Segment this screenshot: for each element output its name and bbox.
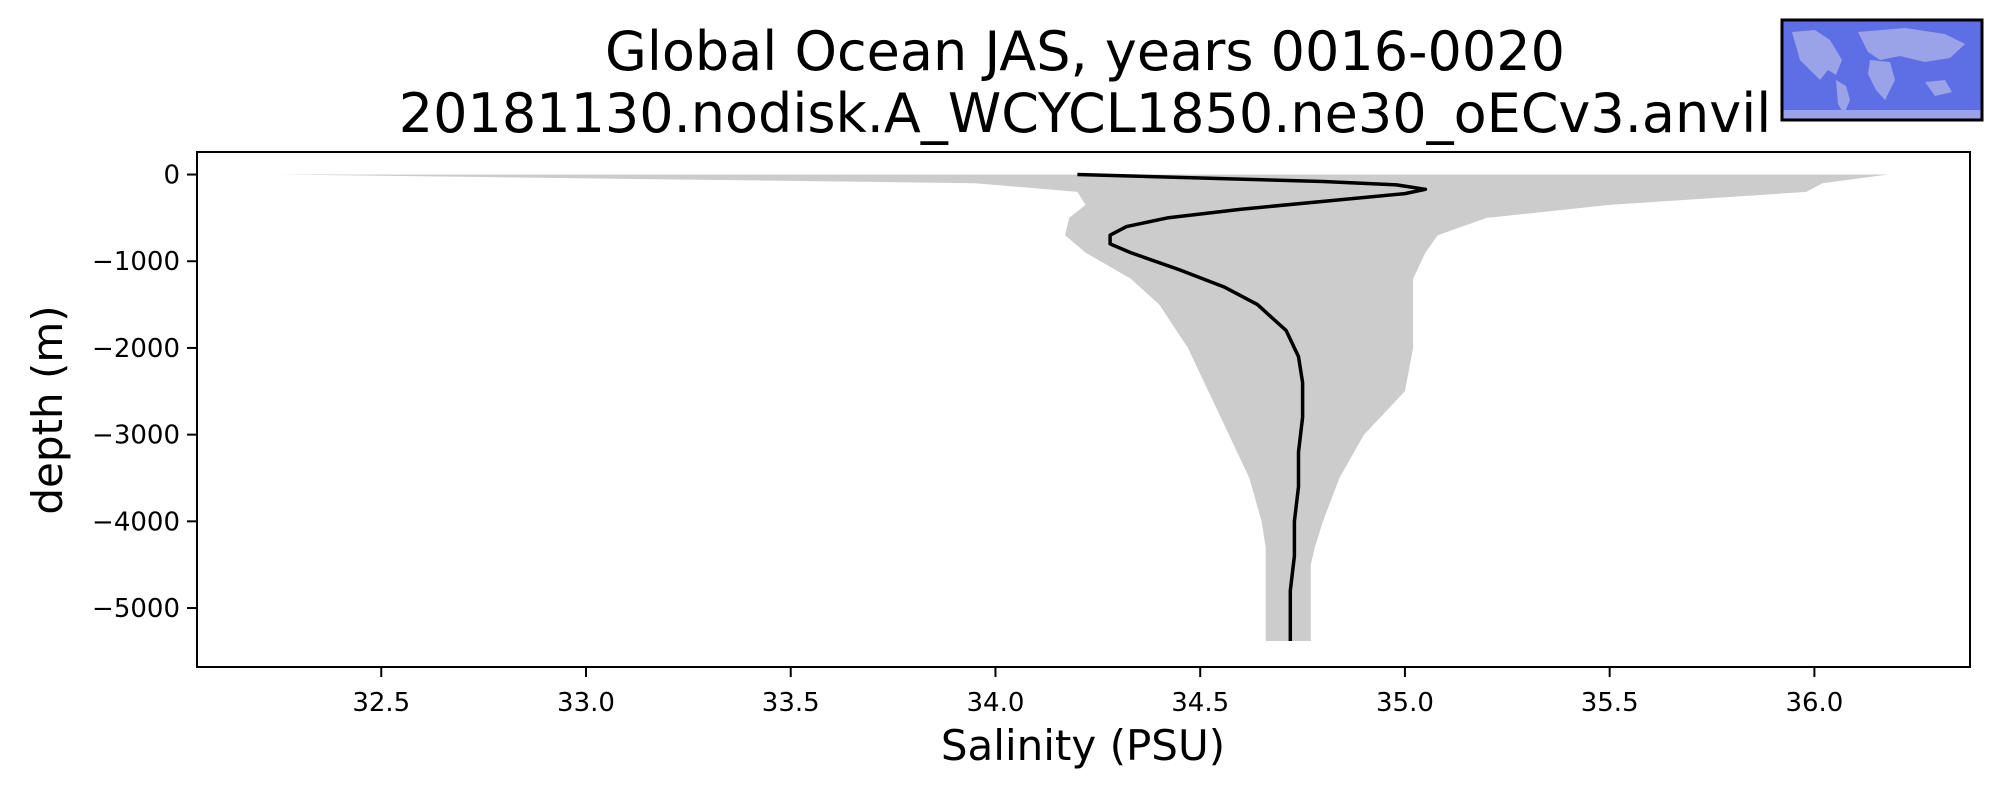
y-tick-label: 0 (163, 161, 180, 191)
mean-salinity-line (1077, 172, 1428, 641)
x-tick-label: 32.5 (352, 688, 410, 718)
chart-title-line-2: 20181130.nodisk.A_WCYCL1850.ne30_oECv3.a… (399, 82, 1771, 145)
y-tick-label: −5000 (92, 594, 180, 624)
y-tick-label: −1000 (92, 247, 180, 277)
x-tick-label: 34.0 (967, 688, 1025, 718)
salinity-range-band (278, 174, 1889, 641)
y-axis: 0 −1000 −2000 −3000 −4000 −5000 (92, 161, 197, 624)
x-axis: 32.5 33.0 33.5 34.0 34.5 35.0 35.5 36.0 (352, 667, 1843, 718)
x-tick-label: 33.5 (762, 688, 820, 718)
plot-frame (196, 151, 1971, 668)
x-axis-label: Salinity (PSU) (941, 721, 1225, 770)
y-tick-label: −4000 (92, 507, 180, 537)
x-tick-label: 36.0 (1785, 688, 1843, 718)
plot-area (196, 151, 1971, 668)
y-axis-label: depth (m) (23, 305, 72, 514)
y-tick-label: −2000 (92, 334, 180, 364)
x-tick-label: 33.0 (557, 688, 615, 718)
y-tick-label: −3000 (92, 421, 180, 451)
x-tick-label: 35.0 (1376, 688, 1434, 718)
x-tick-label: 35.5 (1581, 688, 1639, 718)
x-tick-label: 34.5 (1171, 688, 1229, 718)
inset-map (1780, 18, 1984, 122)
chart-title-line-1: Global Ocean JAS, years 0016-0020 (605, 20, 1565, 83)
chart-title: Global Ocean JAS, years 0016-0020 201811… (399, 20, 1771, 145)
